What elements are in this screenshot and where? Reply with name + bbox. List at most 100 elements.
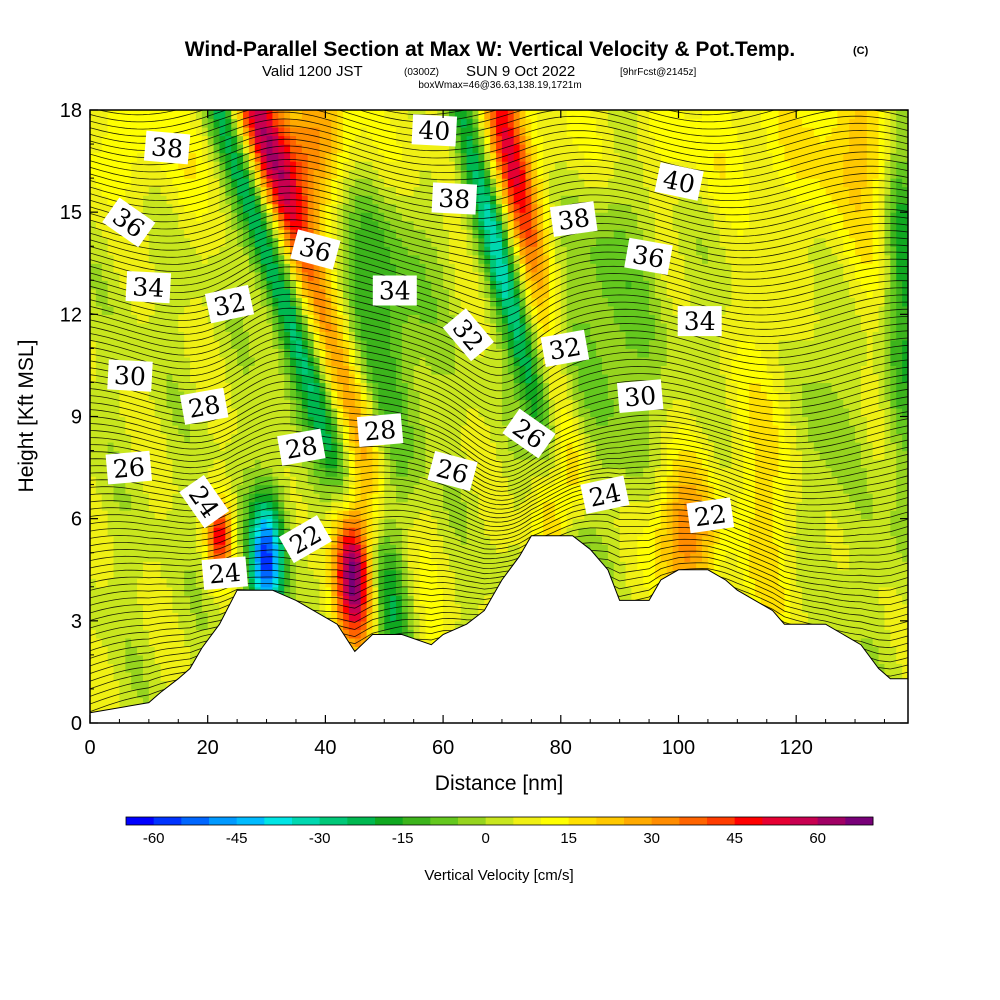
field-cell bbox=[243, 280, 250, 290]
field-cell bbox=[131, 178, 138, 188]
field-cell bbox=[478, 305, 485, 315]
field-cell bbox=[113, 322, 121, 332]
field-cell bbox=[407, 586, 415, 596]
field-cell bbox=[90, 646, 97, 656]
field-cell bbox=[284, 203, 291, 213]
field-cell bbox=[378, 144, 385, 154]
field-cell bbox=[484, 442, 491, 452]
field-cell bbox=[113, 603, 121, 613]
field-cell bbox=[484, 348, 491, 358]
field-cell bbox=[90, 680, 97, 690]
field-cell bbox=[437, 586, 444, 596]
field-cell bbox=[407, 561, 415, 571]
field-cell bbox=[407, 169, 415, 179]
field-cell bbox=[319, 195, 326, 205]
field-cell bbox=[343, 263, 350, 273]
field-cell bbox=[295, 595, 303, 605]
field-cell bbox=[407, 484, 415, 494]
field-cell bbox=[319, 416, 326, 426]
field-cell bbox=[178, 203, 185, 213]
field-cell bbox=[431, 433, 438, 443]
field-cell bbox=[301, 118, 309, 128]
field-cell bbox=[225, 373, 232, 384]
field-cell bbox=[413, 288, 421, 298]
field-cell bbox=[496, 535, 503, 545]
field-cell bbox=[207, 110, 215, 120]
field-cell bbox=[101, 382, 109, 392]
field-cell bbox=[472, 578, 479, 588]
field-cell bbox=[348, 314, 356, 324]
field-cell bbox=[390, 450, 397, 460]
field-cell bbox=[137, 425, 144, 435]
field-cell bbox=[272, 484, 279, 494]
field-cell bbox=[248, 476, 256, 486]
field-cell bbox=[319, 144, 326, 154]
field-cell bbox=[90, 442, 97, 452]
field-cell bbox=[331, 195, 338, 205]
field-cell bbox=[360, 373, 368, 384]
field-cell bbox=[142, 646, 150, 656]
field-cell bbox=[195, 229, 203, 239]
field-cell bbox=[266, 552, 274, 562]
field-cell bbox=[343, 390, 350, 401]
field-cell bbox=[331, 186, 338, 196]
field-cell bbox=[396, 161, 403, 171]
chart-subtitle: Valid 1200 JST (0300Z) SUN 9 Oct 2022 [9… bbox=[262, 63, 697, 80]
field-cell bbox=[425, 373, 432, 384]
field-cell bbox=[101, 203, 109, 213]
field-cell bbox=[348, 220, 356, 230]
field-cell bbox=[337, 254, 344, 264]
field-cell bbox=[472, 135, 479, 145]
field-cell bbox=[166, 501, 173, 511]
field-cell bbox=[290, 569, 297, 579]
field-cell bbox=[284, 110, 291, 120]
field-cell bbox=[237, 407, 244, 418]
field-cell bbox=[125, 416, 132, 426]
field-cell bbox=[178, 442, 185, 452]
field-cell bbox=[137, 612, 144, 622]
field-cell bbox=[401, 407, 409, 418]
field-cell bbox=[360, 561, 368, 571]
field-cell bbox=[460, 271, 468, 281]
field-cell bbox=[243, 390, 250, 401]
field-cell bbox=[290, 110, 297, 120]
field-cell bbox=[207, 254, 215, 264]
field-cell bbox=[437, 603, 444, 613]
field-cell bbox=[154, 620, 162, 630]
field-cell bbox=[195, 382, 203, 392]
field-cell bbox=[484, 356, 491, 367]
field-cell bbox=[413, 237, 421, 247]
field-cell bbox=[178, 595, 185, 605]
field-cell bbox=[454, 118, 462, 128]
field-cell bbox=[337, 186, 344, 196]
field-cell bbox=[419, 399, 427, 409]
field-cell bbox=[237, 373, 244, 384]
field-cell bbox=[290, 212, 297, 222]
field-cell bbox=[413, 305, 421, 315]
field-cell bbox=[301, 135, 309, 145]
field-cell bbox=[390, 484, 397, 494]
field-cell bbox=[219, 195, 226, 205]
field-cell bbox=[348, 144, 356, 154]
field-cell bbox=[90, 237, 97, 247]
field-cell bbox=[454, 425, 462, 435]
field-cell bbox=[460, 280, 468, 290]
field-cell bbox=[348, 229, 356, 239]
field-cell bbox=[360, 254, 368, 264]
field-cell bbox=[107, 697, 115, 707]
field-cell bbox=[154, 237, 162, 247]
field-cell bbox=[295, 331, 303, 341]
field-cell bbox=[478, 263, 485, 273]
field-cell bbox=[95, 229, 103, 239]
field-cell bbox=[331, 288, 338, 298]
field-cell bbox=[454, 169, 462, 179]
field-cell bbox=[443, 348, 450, 358]
field-cell bbox=[160, 578, 168, 588]
field-cell bbox=[384, 390, 391, 401]
field-cell bbox=[90, 373, 97, 384]
field-cell bbox=[137, 416, 144, 426]
field-cell bbox=[190, 654, 197, 664]
field-cell bbox=[437, 407, 444, 418]
field-cell bbox=[172, 620, 179, 630]
field-cell bbox=[295, 407, 303, 418]
